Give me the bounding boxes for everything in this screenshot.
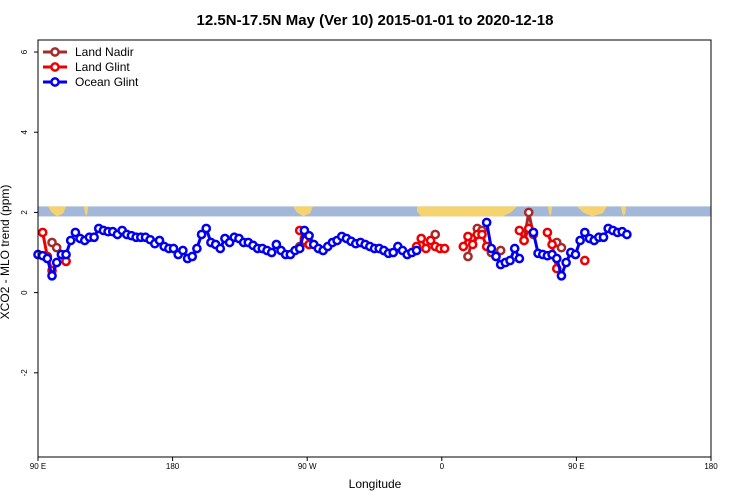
data-point [89,232,99,243]
x-axis-label: Longitude [349,477,402,491]
land-shape-1 [84,206,88,217]
legend-item-1: Land Glint [43,60,130,74]
data-point [187,251,198,262]
data-point [411,245,422,256]
data-point [509,243,520,254]
map-strip-land [48,206,626,217]
x-tick-label-1: 180 [166,462,180,471]
data-point [388,247,399,258]
data-point [505,255,515,266]
legend-label-0: Land Nadir [75,45,134,59]
data-point [561,257,571,268]
data-point [514,225,525,236]
data-point [542,227,553,238]
legend-label-1: Land Glint [75,60,130,74]
data-point [570,249,581,260]
y-axis-ticks: -2 0 2 4 6 [20,49,38,376]
data-point [481,217,492,228]
data-point [519,235,529,246]
data-point [477,229,487,240]
legend-item-0: Land Nadir [43,45,134,59]
data-point [514,253,525,264]
data-point [579,255,590,266]
data-point [425,235,436,246]
x-tick-label-4: 90 E [568,462,584,471]
data-point [65,235,76,246]
data-point [551,253,562,264]
data-point [463,231,473,242]
data-point [294,243,305,254]
data-point [598,232,609,243]
data-point [51,257,62,268]
x-axis-ticks: 90 E 180 90 W 0 90 E 180 [30,457,718,471]
data-point [523,207,534,218]
data-point [196,229,207,240]
land-shape-2 [293,206,313,217]
data-point [70,227,81,238]
data-point [547,239,557,250]
data-point [192,243,202,254]
y-tick-label-2: 2 [20,210,29,215]
data-point [416,233,427,244]
data-point [486,243,497,254]
data-point [421,243,431,254]
y-tick-label-3: 4 [20,129,29,134]
data-point [579,227,590,238]
y-tick-label-0: -2 [20,369,29,377]
x-tick-label-5: 180 [704,462,718,471]
data-point [439,243,450,254]
data-point [556,242,567,253]
data-point [47,270,57,281]
x-tick-label-2: 90 W [298,462,317,471]
data-point [495,245,506,256]
data-point [463,251,473,262]
data-point [154,235,165,246]
data-point [458,241,469,252]
data-point [467,239,478,250]
y-tick-label-1: 0 [20,290,29,295]
series-layer [33,207,632,281]
data-point [575,235,585,246]
x-tick-label-0: 90 E [30,462,46,471]
data-point [37,227,48,238]
legend-marker-1 [50,62,60,72]
data-point [491,251,501,262]
map-strip [38,206,711,217]
land-shape-3 [417,206,517,217]
chart-title: 12.5N-17.5N May (Ver 10) 2015-01-01 to 2… [197,12,554,29]
legend-marker-0 [50,47,60,57]
land-shape-0 [48,206,66,217]
data-point [178,245,188,256]
legend-marker-2 [50,77,60,87]
data-point [51,242,62,253]
data-point [271,239,282,250]
land-shape-5 [577,206,607,217]
y-axis-label: XCO2 - MLO trend (ppm) [0,185,12,320]
data-point [266,247,277,258]
land-shape-6 [621,206,626,217]
legend-item-2: Ocean Glint [43,75,139,89]
land-shape-4 [548,206,552,217]
data-point [528,227,539,238]
plot-frame [37,39,712,458]
data-point [622,229,632,240]
map-strip-ocean [38,206,711,217]
data-point [168,243,179,254]
series-ocean-glint [33,217,632,281]
data-point [42,253,53,264]
x-tick-label-3: 0 [440,462,445,471]
legend-label-2: Ocean Glint [75,75,139,89]
data-point [556,270,567,281]
data-point [304,230,314,241]
data-point [430,229,441,240]
data-point [61,249,71,260]
data-point [201,223,212,234]
data-point [215,243,226,254]
y-tick-label-4: 6 [20,49,29,54]
